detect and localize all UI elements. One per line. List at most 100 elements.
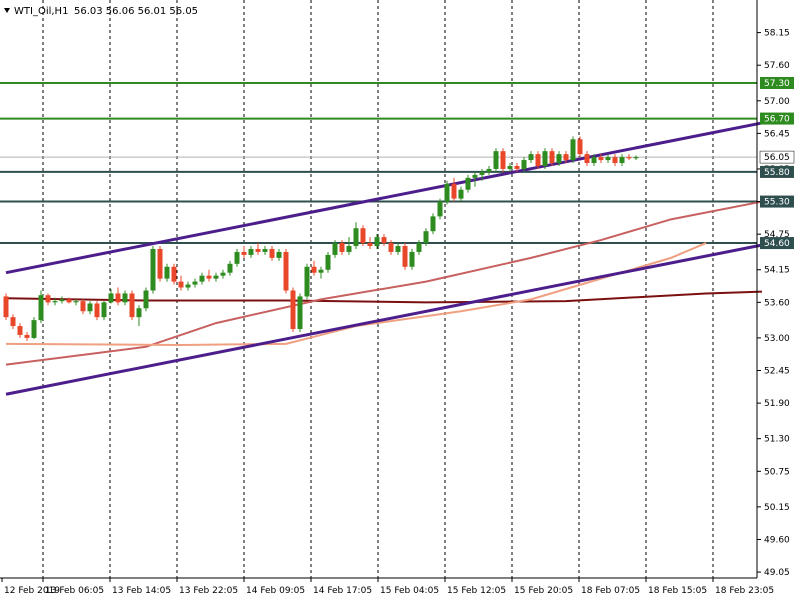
- candle-bull-body: [150, 248, 156, 291]
- candle-bull-body: [353, 228, 359, 247]
- candle-bear-body: [45, 295, 51, 303]
- level-price-tag-bg: [760, 112, 794, 125]
- trend-channel-upper-line: [5, 115, 791, 275]
- candle-bull-body: [297, 296, 303, 330]
- candle-bear-body: [115, 293, 121, 303]
- candle-bear-body: [451, 183, 457, 199]
- candle-bull-body: [59, 299, 65, 302]
- candle-bull-body: [619, 157, 625, 164]
- candle-bear-body: [577, 139, 583, 155]
- chart-ohlc-readout: 56.03 56.06 56.01 56.05: [74, 6, 198, 17]
- grid-layer: [42, 0, 714, 578]
- candle-bull-body: [346, 246, 352, 252]
- level-price-tag-label: 57.30: [764, 79, 790, 89]
- candle-bull-body: [430, 216, 436, 232]
- candle-bear-body: [206, 275, 212, 279]
- level-price-tag-bg: [760, 165, 794, 178]
- candle-bull-body: [164, 266, 170, 279]
- candle-bull-body: [486, 168, 492, 172]
- candle-bear-body: [612, 157, 618, 164]
- price-tick-label: 52.45: [764, 367, 790, 377]
- candle-bull-body: [444, 183, 450, 202]
- candle-bear-body: [626, 157, 632, 159]
- time-tick-label: 18 Feb 15:05: [648, 586, 707, 596]
- candle-bull-body: [87, 303, 93, 312]
- candle-bear-body: [80, 301, 86, 312]
- candle-bear-body: [402, 246, 408, 267]
- candle-bull-body: [227, 263, 233, 273]
- candle-bear-body: [269, 248, 275, 258]
- candle-bull-body: [31, 320, 37, 338]
- price-tick-label: 51.30: [764, 435, 790, 445]
- chart-menu-triangle-icon[interactable]: [4, 8, 10, 13]
- current-price-tag-bg: [759, 150, 795, 164]
- candle-bull-body: [521, 160, 527, 169]
- candle-bear-body: [171, 266, 177, 282]
- candle-bull-body: [276, 251, 282, 258]
- level-price-tag-label: 55.30: [764, 198, 790, 208]
- candle-bull-body: [542, 151, 548, 166]
- price-tick-label: 49.60: [764, 535, 790, 545]
- time-tick-label: 12 Feb 2019: [4, 586, 60, 596]
- candles-layer: [3, 136, 639, 341]
- candle-bull-body: [493, 151, 499, 169]
- time-tick-label: 15 Feb 04:05: [380, 586, 439, 596]
- level-price-tag-bg: [760, 237, 794, 250]
- candle-bull-body: [591, 157, 597, 164]
- candle-bull-body: [437, 201, 443, 217]
- current-price-tag-label: 56.05: [764, 153, 790, 163]
- time-tick-label: 13 Feb 14:05: [112, 586, 171, 596]
- candle-bear-body: [283, 251, 289, 291]
- price-tick-label: 50.15: [764, 503, 790, 513]
- candle-bull-body: [192, 281, 198, 285]
- candle-bull-body: [472, 174, 478, 178]
- price-tick-label: 56.45: [764, 129, 790, 139]
- candle-bull-body: [570, 139, 576, 161]
- candle-bull-body: [234, 251, 240, 264]
- candle-bear-body: [339, 243, 345, 252]
- candle-bull-body: [318, 269, 324, 273]
- candle-bull-body: [108, 293, 114, 303]
- price-tick-label: 54.15: [764, 266, 790, 276]
- candle-bull-body: [101, 302, 107, 318]
- candle-bull-body: [304, 266, 310, 297]
- candle-bear-body: [549, 151, 555, 164]
- price-tick-label: 49.05: [764, 568, 790, 578]
- candle-bear-body: [241, 251, 247, 255]
- candle-bull-body: [122, 293, 128, 303]
- candle-bear-body: [129, 293, 135, 318]
- candle-bear-body: [3, 296, 9, 318]
- price-tick-label: 54.75: [764, 230, 790, 240]
- candle-bear-body: [514, 165, 520, 169]
- price-tick-label: 51.90: [764, 399, 790, 409]
- candle-bull-body: [325, 254, 331, 270]
- candle-bull-body: [73, 301, 79, 303]
- candle-bear-body: [598, 157, 604, 161]
- candle-bear-body: [311, 266, 317, 273]
- candle-bear-body: [157, 248, 163, 279]
- level-price-tags: 57.30 56.70 55.80 55.30 54.60 56.05: [759, 76, 795, 250]
- level-price-tag-bg: [760, 76, 794, 89]
- time-tick-label: 18 Feb 07:05: [581, 586, 640, 596]
- time-tick-label: 14 Feb 17:05: [313, 586, 372, 596]
- time-tick-label: 13 Feb 06:05: [45, 586, 104, 596]
- candle-bull-body: [213, 275, 219, 279]
- candle-bull-body: [556, 154, 562, 164]
- time-tick-label: 15 Feb 20:05: [514, 586, 573, 596]
- price-tick-label: 58.15: [764, 29, 790, 39]
- level-price-tag-label: 56.70: [764, 115, 790, 125]
- time-tick-label: 13 Feb 22:05: [179, 586, 238, 596]
- candle-bear-body: [584, 154, 590, 164]
- candle-bear-body: [360, 228, 366, 244]
- candle-bull-body: [528, 154, 534, 161]
- candle-bull-body: [416, 243, 422, 252]
- candle-bull-body: [633, 157, 639, 159]
- candle-bull-body: [262, 248, 268, 252]
- trend-channel-layer: [5, 115, 791, 396]
- moving-average-line: [5, 200, 763, 366]
- candle-bull-body: [136, 308, 142, 318]
- candle-bear-body: [94, 303, 100, 318]
- candle-bull-body: [423, 231, 429, 244]
